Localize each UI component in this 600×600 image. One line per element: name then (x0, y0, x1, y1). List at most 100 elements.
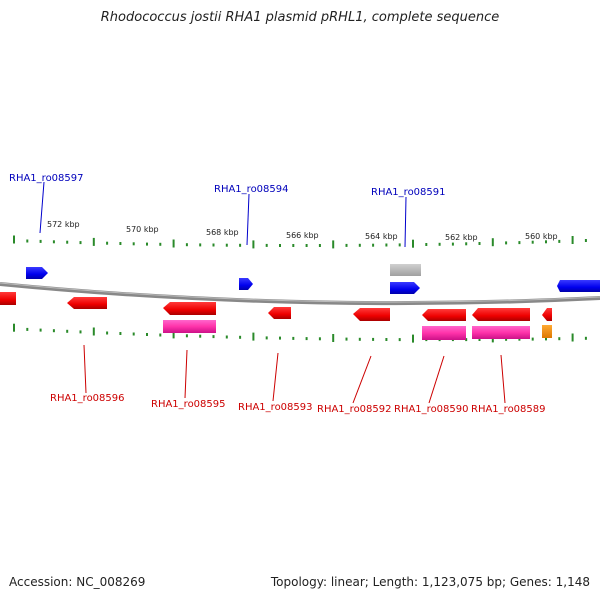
tick-major (412, 239, 414, 248)
gene-label-ro08596[interactable]: RHA1_ro08596 (50, 393, 125, 404)
tick-minor (358, 243, 361, 247)
gene-ro08590[interactable] (422, 309, 466, 340)
tick-minor (159, 333, 162, 337)
tick-minor (451, 242, 454, 246)
tick-major (172, 239, 175, 248)
tick-minor (465, 338, 468, 342)
tick-minor (292, 336, 295, 340)
tick-minor (79, 330, 82, 334)
gene-right-small[interactable] (542, 308, 552, 338)
tick-minor (465, 242, 468, 246)
tick-minor (372, 243, 375, 247)
tick-minor (305, 244, 308, 247)
tick-major (571, 236, 574, 244)
gene-ro08595[interactable] (163, 302, 216, 333)
tick-minor (425, 243, 428, 246)
gene-ro08589[interactable] (472, 308, 530, 339)
tick-minor (212, 335, 215, 339)
tick-minor (398, 243, 401, 247)
gene-ro08593[interactable] (268, 307, 291, 319)
tick-major (252, 240, 255, 249)
tick-minor (239, 335, 242, 339)
tick-major (172, 330, 175, 339)
leader-ro08591 (404, 196, 407, 248)
tick-minor (558, 239, 561, 243)
tick-minor (159, 242, 162, 246)
leader-ro08593 (272, 352, 279, 402)
tick-minor (119, 242, 122, 245)
tick-major (13, 235, 15, 244)
tick-major (332, 240, 335, 249)
leader-ro08596 (83, 344, 87, 394)
tick-minor (398, 338, 401, 342)
tick-minor (478, 338, 481, 341)
tick-label-564: 564 kbp (365, 232, 398, 241)
tick-major (571, 333, 574, 342)
tick-label-568: 568 kbp (206, 228, 239, 237)
tick-major (92, 237, 95, 246)
gene-ro08597[interactable] (26, 267, 48, 279)
gene-ro08596[interactable] (67, 297, 107, 309)
tick-label-570: 570 kbp (126, 225, 159, 234)
gene-label-ro08593[interactable]: RHA1_ro08593 (238, 402, 313, 413)
tick-minor (545, 337, 547, 341)
tick-minor (518, 241, 521, 245)
gene-ro08592[interactable] (353, 308, 390, 321)
tick-minor (66, 329, 69, 333)
gene-label-ro08590[interactable]: RHA1_ro08590 (394, 404, 469, 415)
tick-minor (505, 241, 508, 245)
tick-minor (385, 243, 388, 247)
tick-minor (265, 243, 268, 247)
gene-label-ro08594[interactable]: RHA1_ro08594 (214, 184, 289, 195)
tick-minor (26, 239, 29, 243)
gene-ro08591[interactable] (390, 282, 420, 294)
tick-minor (584, 336, 587, 340)
tick-minor (199, 243, 202, 247)
tick-minor (225, 335, 228, 339)
accession-text: Accession: NC_008269 (9, 575, 146, 589)
tick-minor (212, 243, 215, 247)
gene-label-ro08592[interactable]: RHA1_ro08592 (317, 404, 392, 415)
tick-minor (106, 331, 109, 335)
gene-forward-right[interactable] (557, 280, 600, 292)
tick-minor (185, 243, 188, 247)
tick-major (13, 323, 15, 332)
leader-ro08590 (428, 355, 445, 404)
tick-minor (505, 337, 508, 341)
tick-minor (345, 243, 348, 247)
feature-gray[interactable] (390, 264, 421, 276)
scale-ticks-upper (13, 235, 587, 249)
leader-ro08595 (184, 349, 188, 399)
tick-minor (26, 327, 29, 331)
leader-ro08592 (352, 355, 372, 404)
tick-minor (358, 337, 361, 341)
tick-minor (584, 239, 587, 242)
tick-minor (52, 240, 55, 244)
tick-label-562: 562 kbp (445, 233, 478, 242)
gene-left-edge[interactable] (0, 292, 16, 305)
tick-minor (79, 241, 82, 245)
gene-label-ro08589[interactable]: RHA1_ro08589 (471, 404, 546, 415)
tick-minor (531, 240, 534, 244)
tick-minor (146, 242, 148, 246)
tick-major (252, 332, 255, 341)
gene-label-ro08591[interactable]: RHA1_ro08591 (371, 187, 446, 198)
tick-minor (225, 243, 228, 247)
tick-minor (106, 241, 109, 245)
gene-label-ro08597[interactable]: RHA1_ro08597 (9, 173, 84, 184)
tick-minor (146, 333, 148, 336)
tick-minor (119, 332, 122, 335)
tick-minor (305, 337, 308, 341)
map-title: Rhodococcus jostii RHA1 plasmid pRHL1, c… (100, 10, 500, 25)
tick-minor (279, 244, 281, 247)
tick-minor (265, 336, 268, 340)
gene-label-ro08595[interactable]: RHA1_ro08595 (151, 399, 226, 410)
tick-minor (185, 334, 188, 338)
tick-label-560: 560 kbp (525, 232, 558, 241)
tick-minor (385, 338, 388, 341)
tick-major (332, 334, 335, 342)
tick-minor (558, 337, 561, 341)
gene-ro08594[interactable] (239, 278, 253, 290)
leader-ro08597 (39, 181, 45, 234)
